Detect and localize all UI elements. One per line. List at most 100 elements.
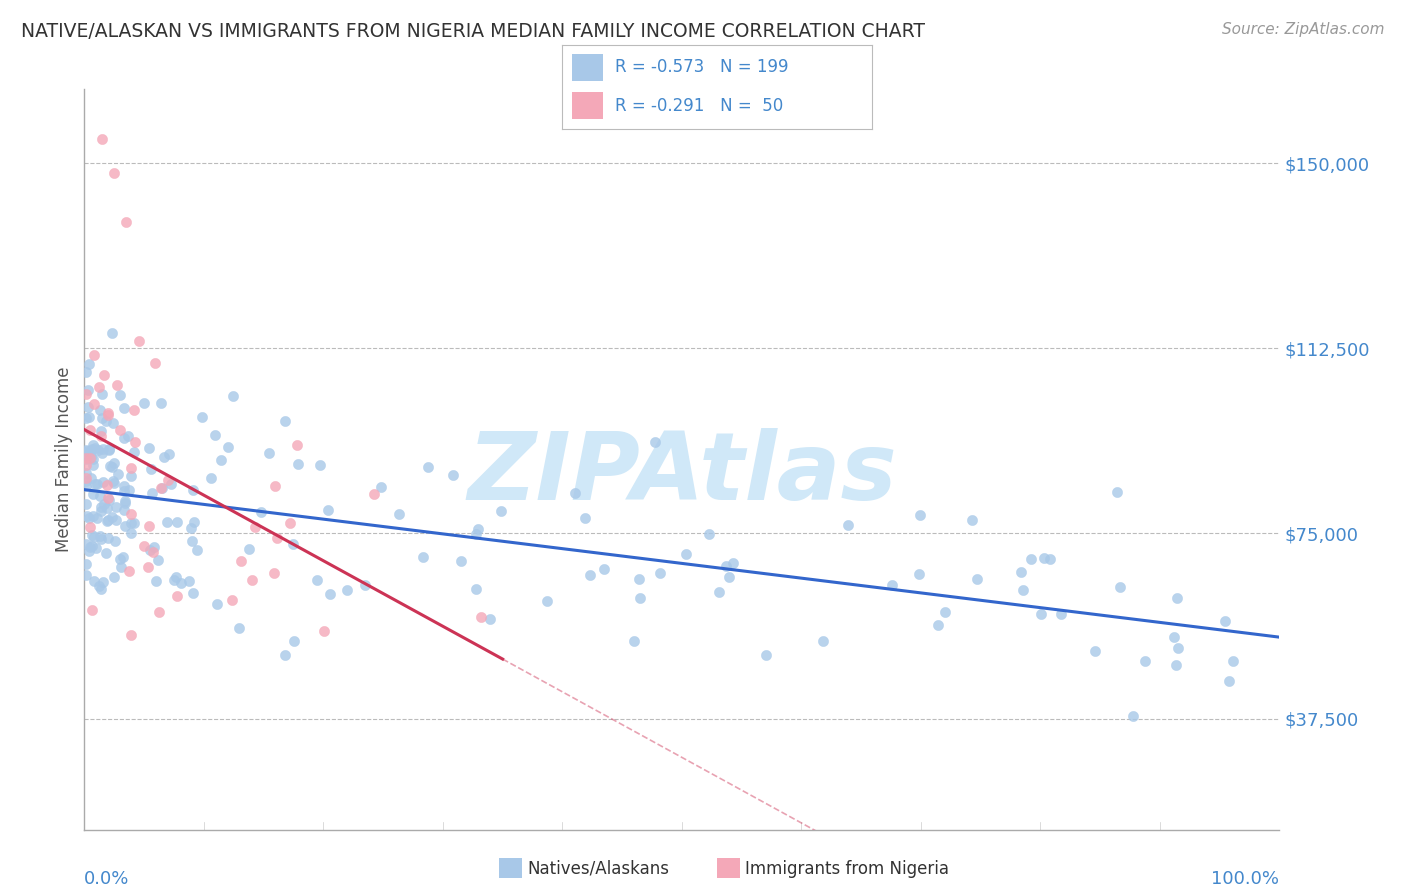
Point: [714, 559, 737, 574]
Point: [305, 573, 328, 587]
Point: [94, 415, 117, 429]
Point: [263, 479, 285, 493]
Point: [316, 503, 339, 517]
Point: [183, 515, 205, 529]
Point: [83, 574, 105, 589]
Point: [108, 551, 131, 566]
Point: [75, 474, 97, 488]
Point: [101, 326, 124, 340]
Point: [103, 166, 125, 180]
Point: [467, 523, 489, 537]
Point: [142, 545, 165, 559]
Point: [120, 508, 142, 522]
Point: [75, 466, 97, 480]
Point: [124, 445, 146, 459]
Point: [837, 518, 859, 533]
Point: [1166, 591, 1188, 606]
Point: [124, 516, 146, 530]
Point: [86, 511, 108, 525]
Point: [101, 474, 124, 488]
Point: [1105, 484, 1128, 499]
Point: [80, 471, 103, 485]
Point: [564, 486, 586, 500]
Point: [1029, 607, 1052, 622]
Point: [75, 365, 97, 379]
Point: [98, 442, 121, 457]
Point: [91, 575, 114, 590]
Point: [478, 612, 501, 626]
Point: [180, 521, 202, 535]
Point: [120, 516, 142, 531]
Point: [117, 429, 139, 443]
Point: [312, 624, 335, 639]
Point: [77, 409, 100, 424]
Point: [75, 387, 97, 401]
Point: [77, 543, 100, 558]
Point: [103, 476, 125, 491]
Point: [108, 388, 131, 402]
Point: [89, 489, 111, 503]
Point: [274, 414, 297, 428]
Point: [470, 610, 492, 624]
Point: [90, 582, 112, 597]
Point: [1050, 607, 1073, 622]
Point: [1218, 674, 1240, 689]
Point: [363, 487, 385, 501]
Point: [120, 628, 142, 642]
Point: [120, 469, 142, 483]
Point: [464, 527, 486, 541]
Point: [880, 578, 903, 592]
Point: [114, 518, 136, 533]
Point: [1084, 644, 1107, 658]
Point: [697, 527, 720, 541]
Point: [93, 442, 115, 457]
Point: [82, 442, 104, 457]
Text: Immigrants from Nigeria: Immigrants from Nigeria: [745, 860, 949, 878]
Point: [75, 536, 97, 550]
Point: [1010, 565, 1032, 579]
Point: [118, 483, 141, 497]
Point: [86, 477, 108, 491]
Point: [962, 513, 984, 527]
Point: [107, 467, 129, 481]
Point: [1122, 709, 1144, 723]
Point: [149, 396, 172, 410]
Point: [76, 444, 98, 458]
Point: [718, 570, 741, 584]
Point: [1167, 641, 1189, 656]
Point: [927, 618, 949, 632]
Point: [574, 511, 596, 525]
Point: [118, 564, 141, 578]
Point: [76, 383, 98, 397]
Point: [87, 579, 110, 593]
Point: [353, 578, 375, 592]
Point: [536, 594, 558, 608]
Point: [165, 570, 187, 584]
Point: [190, 409, 212, 424]
Point: [644, 434, 666, 449]
Point: [110, 559, 132, 574]
Point: [80, 450, 103, 464]
Point: [91, 387, 114, 401]
Point: [181, 534, 204, 549]
Point: [370, 480, 392, 494]
Point: [97, 531, 120, 545]
Point: [97, 491, 120, 505]
Point: [221, 593, 243, 607]
Point: [114, 493, 136, 508]
Point: [91, 131, 114, 145]
Point: [112, 401, 135, 416]
Point: [101, 416, 124, 430]
Point: [489, 503, 512, 517]
Point: [907, 567, 929, 582]
Point: [283, 537, 305, 551]
Text: Source: ZipAtlas.com: Source: ZipAtlas.com: [1222, 22, 1385, 37]
Point: [157, 447, 180, 461]
Point: [136, 559, 159, 574]
Point: [1213, 615, 1236, 629]
Point: [1012, 583, 1035, 598]
Point: [257, 446, 280, 460]
Point: [166, 515, 188, 529]
Point: [79, 519, 101, 533]
Point: [79, 540, 101, 554]
